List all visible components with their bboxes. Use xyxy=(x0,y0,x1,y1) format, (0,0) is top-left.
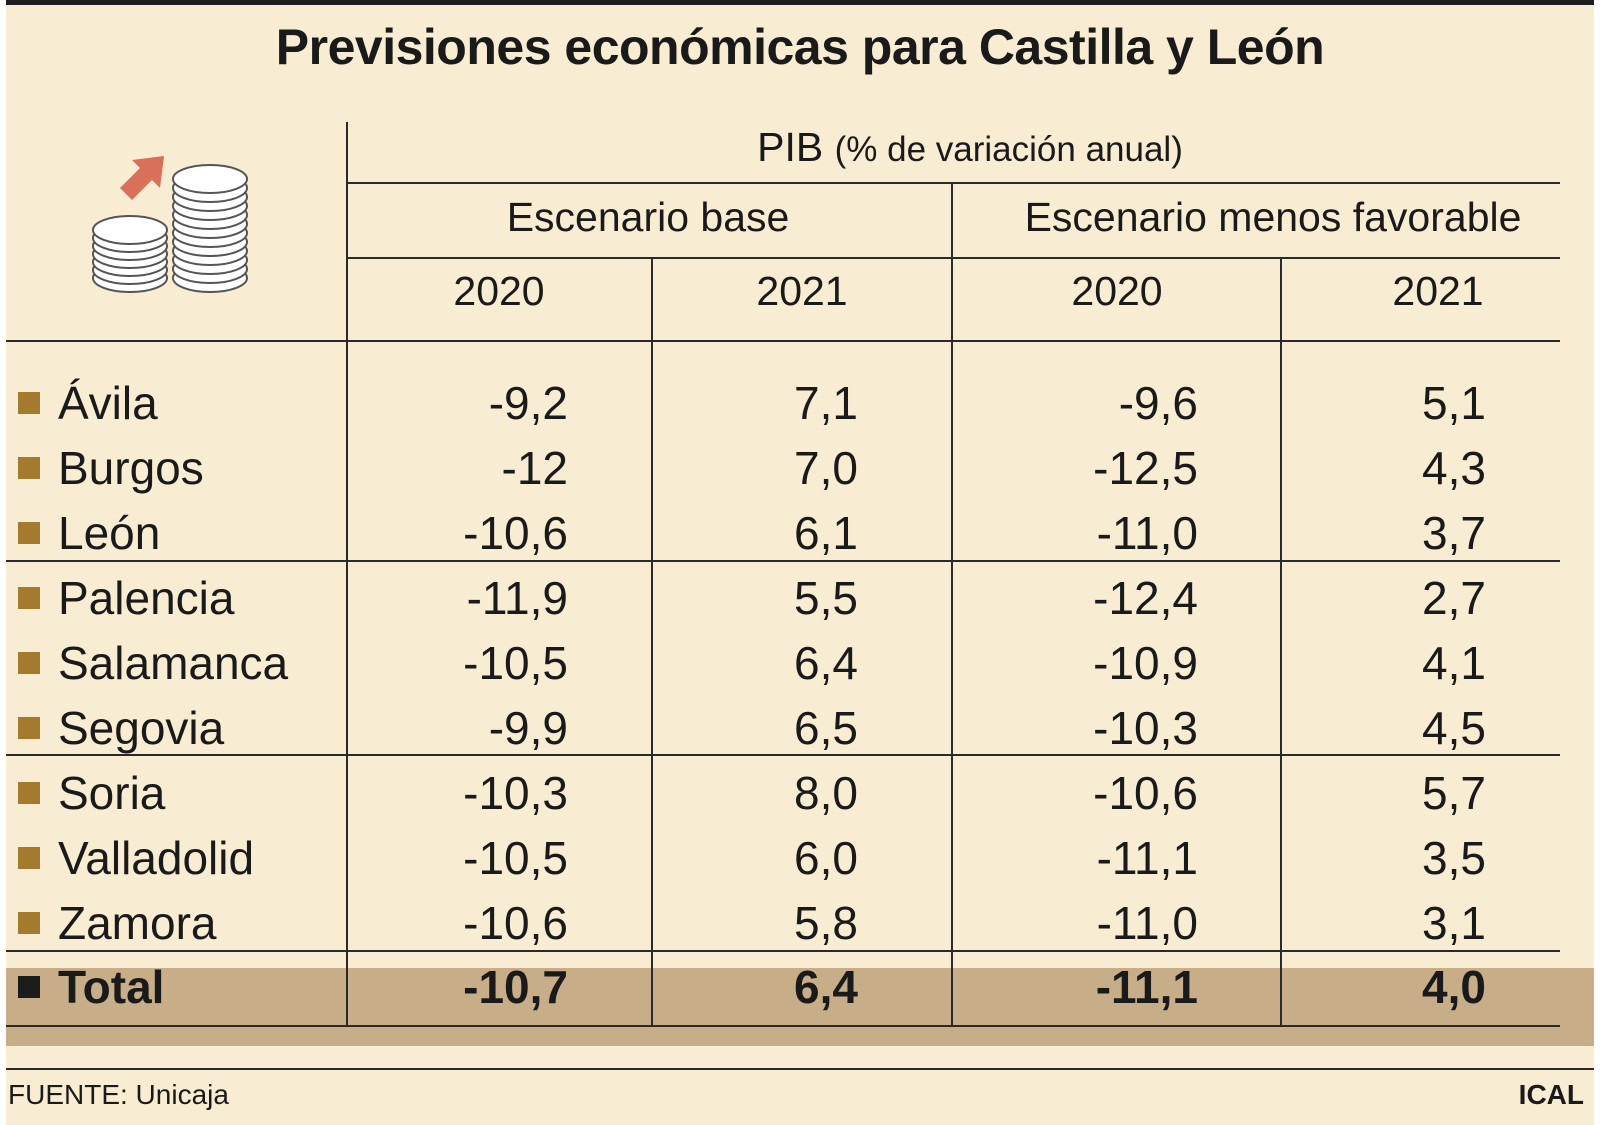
table-row: Valladolid -10,5 6,0 -11,1 3,5 xyxy=(6,824,1594,890)
value-adverse-2020: -12,5 xyxy=(1093,442,1198,494)
row-bullet xyxy=(18,847,40,869)
value-adverse-2021: 2,7 xyxy=(1422,572,1486,624)
province-label: León xyxy=(58,507,161,559)
top-rule xyxy=(6,0,1594,5)
group-rule-2 xyxy=(6,754,1560,756)
total-bullet xyxy=(18,976,40,998)
province-label: Salamanca xyxy=(58,637,289,689)
table-row: León -10,6 6,1 -11,0 3,7 xyxy=(6,499,1594,565)
row-bullet xyxy=(18,522,40,544)
province-label: Burgos xyxy=(58,442,204,494)
value-adverse-2021: 3,7 xyxy=(1422,507,1486,559)
value-adverse-2021: 4,5 xyxy=(1422,702,1486,754)
value-base-2020: -10,6 xyxy=(463,507,568,559)
year-header-base-2021: 2021 xyxy=(756,268,848,314)
value-adverse-2020: -12,4 xyxy=(1093,572,1198,624)
row-bullet xyxy=(18,652,40,674)
coins-stack-arrow-icon xyxy=(92,156,248,293)
scenario-base-header: Escenario base xyxy=(506,194,790,240)
col-rule-1 xyxy=(346,122,348,1027)
metric-header: PIB (% de variación anual) xyxy=(346,122,1594,175)
chart-title: Previsiones económicas para Castilla y L… xyxy=(275,19,1325,75)
footer-rule xyxy=(6,1068,1594,1070)
value-base-2021: 8,0 xyxy=(794,767,858,819)
province-label: Valladolid xyxy=(58,832,255,884)
value-base-2021: 5,5 xyxy=(794,572,858,624)
value-base-2021: 7,0 xyxy=(794,442,858,494)
province-label: Ávila xyxy=(58,377,158,429)
total-label: Total xyxy=(58,961,165,1013)
value-base-2020: -12 xyxy=(501,442,568,494)
infographic-panel: Previsiones económicas para Castilla y L… xyxy=(6,0,1594,1125)
row-bullet xyxy=(18,717,40,739)
value-adverse-2020: -9,6 xyxy=(1118,377,1198,429)
province-label: Soria xyxy=(58,767,166,819)
value-base-2020: -10,3 xyxy=(463,767,568,819)
total-row: Total -10,7 6,4 -11,1 4,0 xyxy=(6,953,1594,1019)
value-base-2021: 5,8 xyxy=(794,897,858,949)
col-rule-2 xyxy=(651,257,653,1027)
province-label: Palencia xyxy=(58,572,235,624)
value-base-2020: -9,2 xyxy=(488,377,568,429)
row-bullet xyxy=(18,392,40,414)
group-rule-1 xyxy=(6,560,1560,562)
total-value-base-2021: 6,4 xyxy=(794,961,858,1013)
value-adverse-2020: -10,6 xyxy=(1093,767,1198,819)
value-base-2020: -10,5 xyxy=(463,637,568,689)
row-bullet xyxy=(18,782,40,804)
value-adverse-2020: -11,0 xyxy=(1096,897,1198,949)
value-adverse-2020: -11,0 xyxy=(1096,507,1198,559)
table-row: Salamanca -10,5 6,4 -10,9 4,1 xyxy=(6,629,1594,695)
col-rule-4 xyxy=(1280,257,1282,1027)
scenario-adverse-header: Escenario menos favorable xyxy=(1024,194,1522,240)
table-row: Zamora -10,6 5,8 -11,0 3,1 xyxy=(6,889,1594,955)
value-adverse-2021: 4,1 xyxy=(1422,637,1486,689)
table-row: Soria -10,3 8,0 -10,6 5,7 xyxy=(6,759,1594,825)
table-row: Ávila -9,2 7,1 -9,6 5,1 xyxy=(6,369,1594,435)
value-base-2021: 6,4 xyxy=(794,637,858,689)
header-rule-2 xyxy=(346,257,1560,259)
table-row: Segovia -9,9 6,5 -10,3 4,5 xyxy=(6,694,1594,760)
year-header-adverse-2020: 2020 xyxy=(1071,268,1163,314)
total-value-base-2020: -10,7 xyxy=(463,961,568,1013)
table-row: Burgos -12 7,0 -12,5 4,3 xyxy=(6,434,1594,500)
value-adverse-2021: 5,7 xyxy=(1422,767,1486,819)
year-header-adverse-2021: 2021 xyxy=(1392,268,1484,314)
value-adverse-2021: 4,3 xyxy=(1422,442,1486,494)
row-bullet xyxy=(18,912,40,934)
province-label: Segovia xyxy=(58,702,225,754)
total-value-adverse-2020: -11,1 xyxy=(1095,961,1198,1013)
header-rule-3 xyxy=(6,340,1560,342)
credit-label: ICAL xyxy=(1518,1079,1584,1110)
header-rule-1 xyxy=(346,182,1560,184)
value-base-2021: 7,1 xyxy=(794,377,858,429)
value-adverse-2020: -10,3 xyxy=(1093,702,1198,754)
total-band xyxy=(6,968,1594,1046)
metric-detail: (% de variación anual) xyxy=(834,130,1183,169)
value-base-2021: 6,0 xyxy=(794,832,858,884)
row-bullet xyxy=(18,587,40,609)
source-note: FUENTE: Unicaja xyxy=(8,1079,229,1110)
province-label: Zamora xyxy=(58,897,217,949)
value-adverse-2020: -10,9 xyxy=(1093,637,1198,689)
value-adverse-2020: -11,1 xyxy=(1096,832,1198,884)
value-base-2021: 6,5 xyxy=(794,702,858,754)
col-rule-3 xyxy=(951,182,953,1027)
value-adverse-2021: 3,5 xyxy=(1422,832,1486,884)
value-base-2020: -9,9 xyxy=(488,702,568,754)
value-adverse-2021: 3,1 xyxy=(1422,897,1486,949)
total-rule-top xyxy=(6,950,1560,952)
value-base-2020: -10,6 xyxy=(463,897,568,949)
row-bullet xyxy=(18,457,40,479)
value-base-2020: -11,9 xyxy=(466,572,568,624)
total-rule-bottom xyxy=(6,1025,1560,1027)
value-adverse-2021: 5,1 xyxy=(1422,377,1486,429)
value-base-2021: 6,1 xyxy=(794,507,858,559)
total-value-adverse-2021: 4,0 xyxy=(1422,961,1486,1013)
value-base-2020: -10,5 xyxy=(463,832,568,884)
table-row: Palencia -11,9 5,5 -12,4 2,7 xyxy=(6,564,1594,630)
year-header-base-2020: 2020 xyxy=(453,268,545,314)
metric-name: PIB xyxy=(757,124,824,170)
